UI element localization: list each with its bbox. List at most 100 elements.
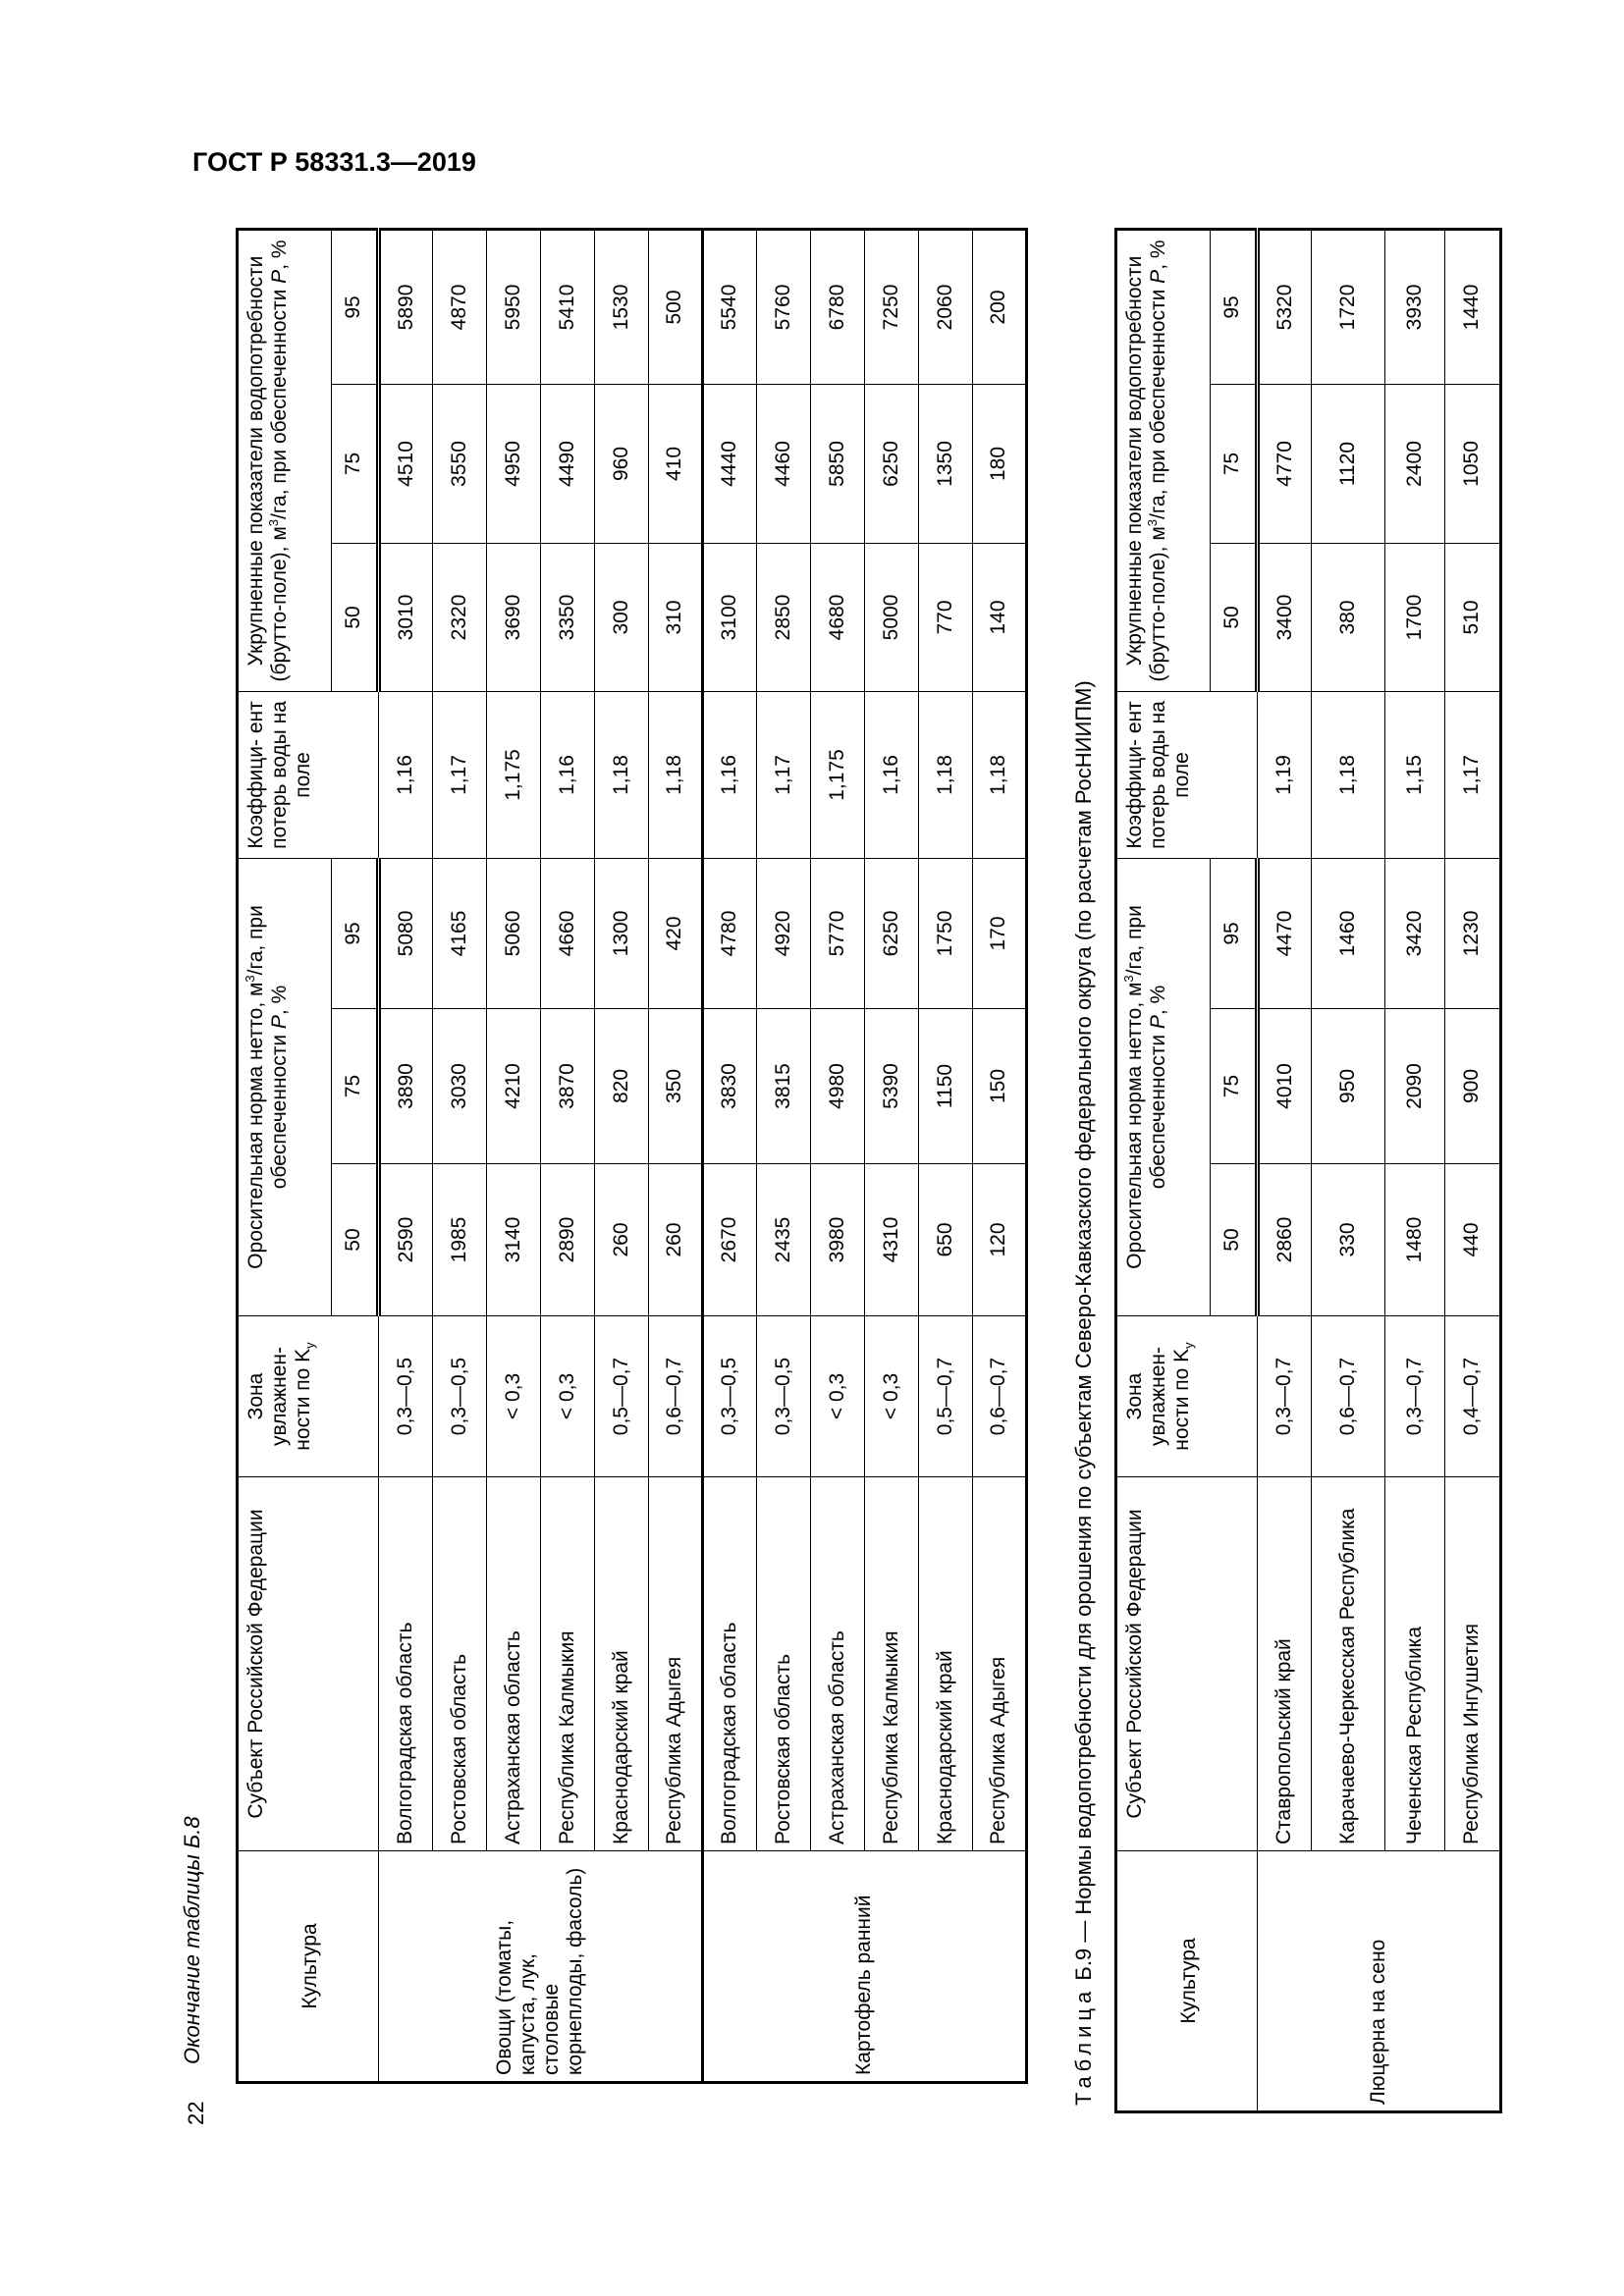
value-cell: 260 bbox=[648, 1163, 703, 1316]
value-cell: 1,18 bbox=[648, 691, 703, 859]
table-row: Люцерна на сено Ставропольский край 0,3—0,… bbox=[1257, 229, 1501, 2112]
header-gross-indicators: Укрупненные показатели водопотребности (… bbox=[1115, 229, 1211, 692]
value-cell: 2320 bbox=[432, 543, 487, 692]
page-number: 22 bbox=[184, 2101, 208, 2125]
header-row: Культура Субъект Российской Федерации Зона… bbox=[1115, 229, 1258, 2112]
value-cell: 650 bbox=[918, 1163, 973, 1316]
subject-cell: Ростовская область bbox=[432, 1476, 487, 1851]
value-cell: 6250 bbox=[864, 384, 919, 544]
value-cell: 140 bbox=[972, 543, 1027, 692]
header-probability-95: 95 bbox=[331, 858, 379, 1009]
value-cell: < 0,3 bbox=[864, 1315, 919, 1477]
table-row: Ростовская область 0,3—0,5 1985 3030 4165 1,1… bbox=[432, 229, 487, 2082]
header-text: , % bbox=[268, 985, 292, 1016]
value-cell: 180 bbox=[972, 384, 1027, 544]
subject-cell: Республика Адыгея bbox=[972, 1476, 1027, 1851]
caption-text: Б.9 — Нормы водопотребности для орошения… bbox=[1071, 680, 1096, 1987]
value-cell: 0,3—0,5 bbox=[702, 1315, 757, 1477]
header-probability-95: 95 bbox=[331, 229, 379, 385]
value-cell: 1985 bbox=[432, 1163, 487, 1316]
value-cell: 0,5—0,7 bbox=[594, 1315, 649, 1477]
value-cell: 2890 bbox=[540, 1163, 595, 1316]
value-cell: 1,17 bbox=[432, 691, 487, 859]
header-text: , % bbox=[1147, 240, 1170, 270]
subject-cell: Волгоградская область bbox=[702, 1476, 757, 1851]
superscript: 3 bbox=[1145, 519, 1161, 527]
table-row: Астраханская область < 0,3 3140 4210 5060 1,1… bbox=[486, 229, 541, 2082]
value-cell: 950 bbox=[1311, 1008, 1385, 1164]
subject-cell: Ставропольский край bbox=[1257, 1476, 1312, 1851]
table-row: Республика Адыгея 0,6—0,7 260 350 420 1,18 310… bbox=[648, 229, 703, 2082]
value-cell: 1,16 bbox=[702, 691, 757, 859]
value-cell: 1530 bbox=[594, 229, 649, 385]
value-cell: 3890 bbox=[378, 1008, 433, 1164]
value-cell: 1440 bbox=[1444, 229, 1501, 385]
value-cell: 3420 bbox=[1384, 858, 1445, 1009]
value-cell: 2090 bbox=[1384, 1008, 1445, 1164]
value-cell: 4010 bbox=[1257, 1008, 1312, 1164]
value-cell: 2400 bbox=[1384, 384, 1445, 544]
subject-cell: Волгоградская область bbox=[378, 1476, 433, 1851]
subject-cell: Астраханская область bbox=[810, 1476, 865, 1851]
value-cell: 900 bbox=[1444, 1008, 1501, 1164]
subject-cell: Республика Ингушетия bbox=[1444, 1476, 1501, 1851]
value-cell: 1150 bbox=[918, 1008, 973, 1164]
table-row: Ростовская область 0,3—0,5 2435 3815 4920 1,1… bbox=[756, 229, 811, 2082]
header-loss-coefficient: Коэффици- ент потерь воды на поле bbox=[1115, 691, 1258, 859]
value-cell: 300 bbox=[594, 543, 649, 692]
value-cell: 2850 bbox=[756, 543, 811, 692]
value-cell: 3870 bbox=[540, 1008, 595, 1164]
value-cell: 7250 bbox=[864, 229, 919, 385]
value-cell: 1700 bbox=[1384, 543, 1445, 692]
superscript: 3 bbox=[266, 519, 282, 527]
value-cell: 2435 bbox=[756, 1163, 811, 1316]
p-symbol: P bbox=[1147, 269, 1170, 284]
value-cell: < 0,3 bbox=[486, 1315, 541, 1477]
value-cell: 5410 bbox=[540, 229, 595, 385]
value-cell: 5390 bbox=[864, 1008, 919, 1164]
value-cell: 200 bbox=[972, 229, 1027, 385]
value-cell: 1720 bbox=[1311, 229, 1385, 385]
header-probability-95: 95 bbox=[1210, 858, 1258, 1009]
value-cell: 4470 bbox=[1257, 858, 1312, 1009]
value-cell: 1050 bbox=[1444, 384, 1501, 544]
value-cell: 4770 bbox=[1257, 384, 1312, 544]
value-cell: 1350 bbox=[918, 384, 973, 544]
value-cell: 2860 bbox=[1257, 1163, 1312, 1316]
value-cell: 5770 bbox=[810, 858, 865, 1009]
value-cell: 5080 bbox=[378, 858, 433, 1009]
value-cell: 0,5—0,7 bbox=[918, 1315, 973, 1477]
value-cell: 1480 bbox=[1384, 1163, 1445, 1316]
subject-cell: Карачаево-Черкесская Республика bbox=[1311, 1476, 1385, 1851]
value-cell: 120 bbox=[972, 1163, 1027, 1316]
table-row: Республика Калмыкия < 0,3 2890 3870 4660 1,16… bbox=[540, 229, 595, 2082]
value-cell: 1,16 bbox=[540, 691, 595, 859]
value-cell: 510 bbox=[1444, 543, 1501, 692]
header-probability-50: 50 bbox=[1210, 543, 1258, 692]
table-row: Чеченская Республика 0,3—0,7 1480 2090 3420 1… bbox=[1384, 229, 1445, 2111]
table-row: Астраханская область < 0,3 3980 4980 5770 1,1… bbox=[810, 229, 865, 2082]
value-cell: 170 bbox=[972, 858, 1027, 1009]
value-cell: 1,18 bbox=[594, 691, 649, 859]
value-cell: 0,3—0,7 bbox=[1257, 1315, 1312, 1477]
culture-cell: Люцерна на сено bbox=[1257, 1850, 1501, 2112]
header-text: /га, при обеспеченности bbox=[268, 283, 292, 519]
value-cell: 2670 bbox=[702, 1163, 757, 1316]
subject-cell: Краснодарский край bbox=[594, 1476, 649, 1851]
header-probability-50: 50 bbox=[1210, 1163, 1258, 1316]
value-cell: 1,16 bbox=[378, 691, 433, 859]
value-cell: 0,6—0,7 bbox=[1311, 1315, 1385, 1477]
table-b8: Культура Субъект Российской Федерации Зона… bbox=[236, 227, 1028, 2084]
value-cell: 4980 bbox=[810, 1008, 865, 1164]
value-cell: 1,17 bbox=[756, 691, 811, 859]
header-text: Зона увлажнен- ности по K bbox=[244, 1346, 315, 1451]
value-cell: 2590 bbox=[378, 1163, 433, 1316]
value-cell: 6780 bbox=[810, 229, 865, 385]
superscript: 3 bbox=[243, 975, 257, 983]
header-probability-75: 75 bbox=[1210, 1008, 1258, 1164]
p-symbol: P bbox=[268, 1015, 292, 1030]
value-cell: 3690 bbox=[486, 543, 541, 692]
value-cell: 1,15 bbox=[1384, 691, 1445, 859]
value-cell: 1230 bbox=[1444, 858, 1501, 1009]
value-cell: 4680 bbox=[810, 543, 865, 692]
